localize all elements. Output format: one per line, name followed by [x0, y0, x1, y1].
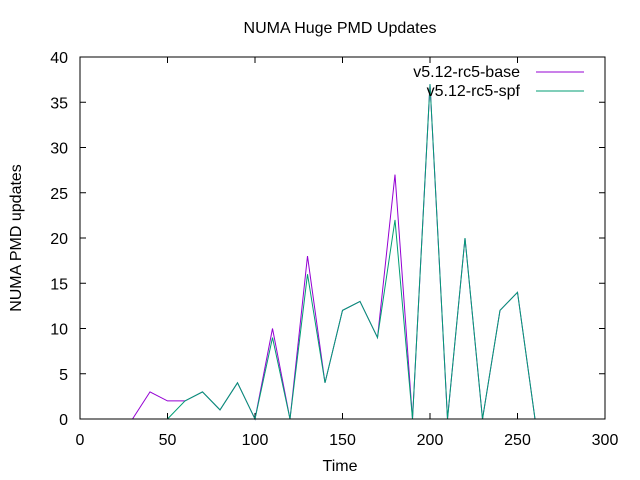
legend: v5.12-rc5-base v5.12-rc5-spf — [413, 64, 584, 100]
legend-label-1: v5.12-rc5-base — [413, 64, 520, 81]
data-point — [202, 391, 204, 393]
y-axis-label: NUMA PMD updates — [8, 164, 25, 312]
chart-title: NUMA Huge PMD Updates — [244, 20, 437, 37]
data-point — [272, 328, 274, 330]
x-tick-label: 250 — [504, 432, 531, 449]
series-line-2 — [167, 84, 536, 421]
y-tick-label: 35 — [50, 95, 68, 112]
data-point — [307, 273, 309, 275]
data-point — [377, 337, 379, 339]
x-tick-label: 100 — [242, 432, 269, 449]
y-tick-label: 40 — [50, 50, 68, 67]
data-point — [517, 292, 519, 294]
x-tick-label: 0 — [76, 432, 85, 449]
series-line-1 — [132, 84, 536, 421]
x-tick-label: 50 — [159, 432, 177, 449]
data-point — [394, 219, 396, 221]
series-layer — [132, 84, 536, 421]
data-point — [359, 301, 361, 303]
data-point — [237, 382, 239, 384]
y-tick-label: 5 — [59, 367, 68, 384]
data-point — [464, 237, 466, 239]
y-tick-label: 30 — [50, 141, 68, 158]
data-point — [167, 400, 169, 402]
y-tick-label: 25 — [50, 186, 68, 203]
y-tick-label: 20 — [50, 231, 68, 248]
legend-label-2: v5.12-rc5-spf — [427, 83, 521, 100]
y-tick-label: 15 — [50, 276, 68, 293]
x-tick-label: 150 — [329, 432, 356, 449]
data-point — [272, 337, 274, 339]
data-point — [499, 310, 501, 312]
data-point — [184, 400, 186, 402]
x-axis-label: Time — [323, 458, 358, 475]
data-point — [394, 174, 396, 176]
data-point — [149, 391, 151, 393]
data-point — [219, 409, 221, 411]
x-tick-label: 200 — [417, 432, 444, 449]
data-point — [307, 255, 309, 257]
plot-frame — [79, 56, 606, 420]
x-tick-label: 300 — [592, 432, 619, 449]
y-tick-label: 10 — [50, 322, 68, 339]
data-point — [342, 310, 344, 312]
data-point — [324, 382, 326, 384]
axis-ticks: 0 50 100 150 200 250 300 0 5 10 15 20 25 30 35 40 — [50, 50, 618, 449]
y-tick-label: 0 — [59, 412, 68, 429]
